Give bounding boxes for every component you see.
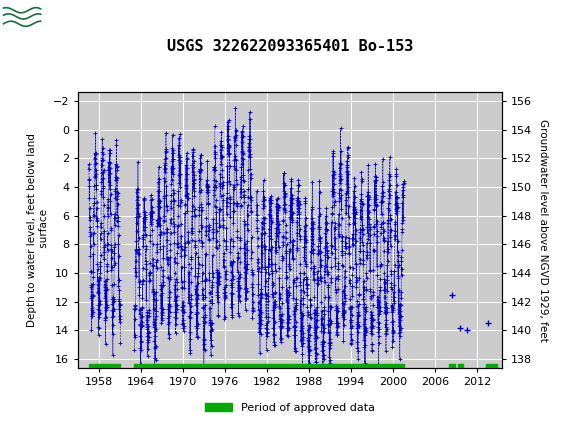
Legend: Period of approved data: Period of approved data	[200, 398, 380, 417]
Y-axis label: Depth to water level, feet below land
 surface: Depth to water level, feet below land su…	[27, 133, 49, 327]
Text: USGS 322622093365401 Bo-153: USGS 322622093365401 Bo-153	[167, 39, 413, 54]
FancyBboxPatch shape	[3, 2, 84, 35]
Y-axis label: Groundwater level above NGVD 1929, feet: Groundwater level above NGVD 1929, feet	[538, 119, 548, 341]
Text: USGS: USGS	[44, 9, 103, 28]
